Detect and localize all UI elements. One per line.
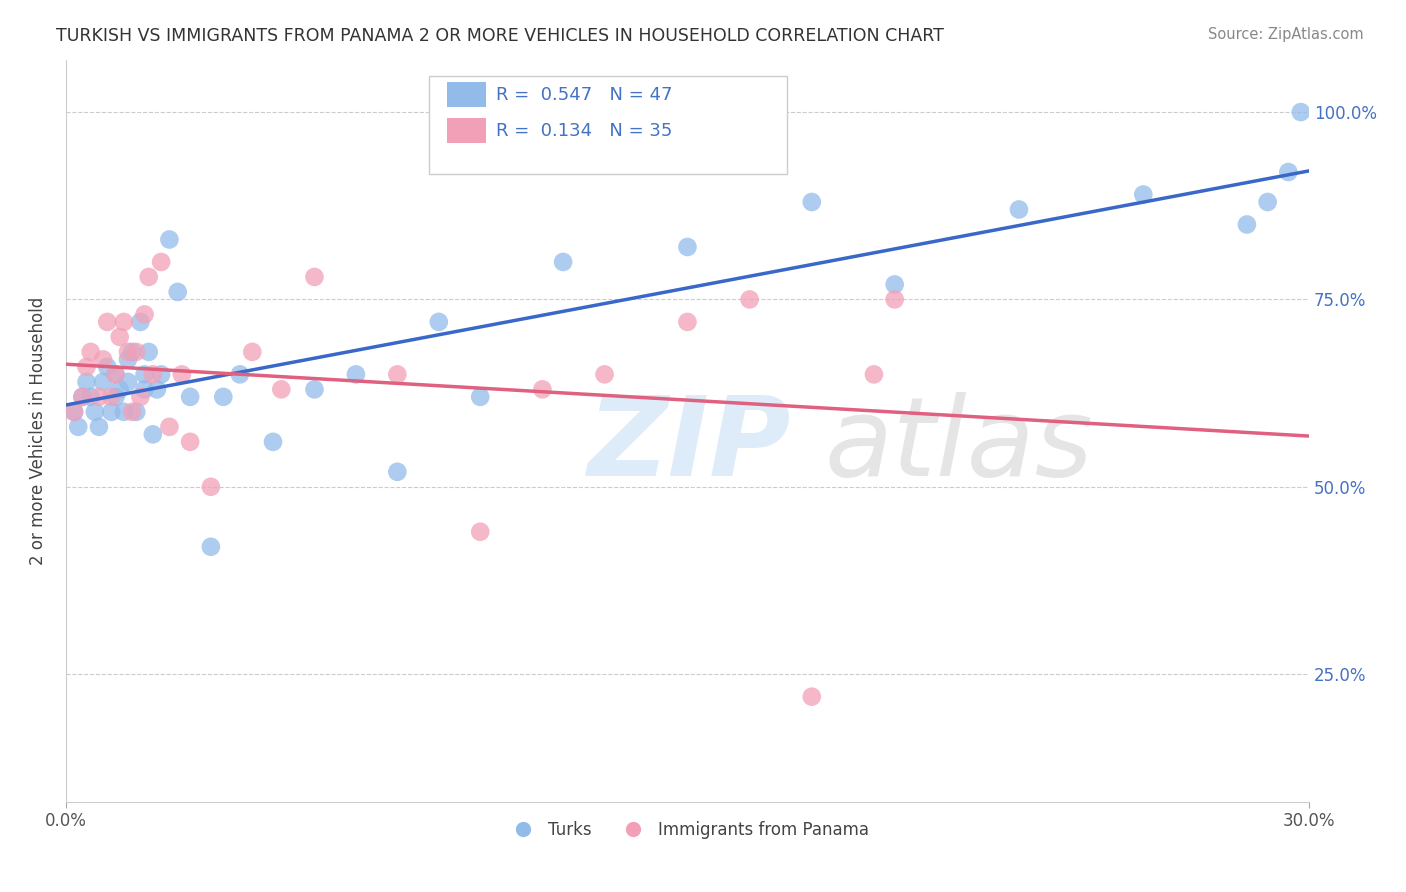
Point [883, 277, 905, 292]
Point [142, 368, 165, 382]
Y-axis label: 2 or more Vehicles in Household: 2 or more Vehicles in Household [30, 296, 46, 565]
Point [76, 375, 98, 389]
Point [593, 368, 616, 382]
Point [96, 315, 118, 329]
Point [100, 405, 122, 419]
Point [344, 368, 367, 382]
Point [1132, 187, 1154, 202]
Point [63, 405, 86, 419]
Point [531, 383, 554, 397]
Text: ZIP: ZIP [588, 392, 792, 499]
Point [166, 285, 188, 299]
Point [157, 420, 180, 434]
Point [304, 383, 326, 397]
Point [1289, 105, 1312, 120]
Point [91, 375, 114, 389]
Point [387, 465, 409, 479]
Point [121, 405, 143, 419]
Legend: Turks, Immigrants from Panama: Turks, Immigrants from Panama [499, 814, 876, 846]
Point [104, 368, 127, 382]
Text: atlas: atlas [824, 392, 1092, 499]
Point [117, 344, 139, 359]
Point [1257, 194, 1279, 209]
Text: R =  0.547   N = 47: R = 0.547 N = 47 [496, 87, 673, 104]
Point [108, 330, 131, 344]
Point [112, 315, 135, 329]
Point [67, 420, 90, 434]
Point [117, 375, 139, 389]
Point [72, 390, 94, 404]
Point [79, 390, 101, 404]
Point [200, 480, 222, 494]
Point [1236, 218, 1258, 232]
Point [76, 359, 98, 374]
Point [129, 390, 152, 404]
Point [100, 390, 122, 404]
Point [129, 315, 152, 329]
Point [676, 315, 699, 329]
Point [142, 427, 165, 442]
Point [104, 390, 127, 404]
Point [63, 405, 86, 419]
Point [108, 383, 131, 397]
Point [470, 524, 492, 539]
Point [387, 368, 409, 382]
Point [229, 368, 252, 382]
Point [1008, 202, 1031, 217]
Point [170, 368, 193, 382]
Point [262, 434, 284, 449]
Point [179, 390, 201, 404]
Point [179, 434, 201, 449]
Point [863, 368, 886, 382]
Point [134, 383, 156, 397]
Point [883, 293, 905, 307]
Point [146, 383, 169, 397]
Point [427, 315, 450, 329]
Point [112, 405, 135, 419]
Point [138, 269, 160, 284]
Point [83, 405, 105, 419]
Point [240, 344, 263, 359]
Point [96, 359, 118, 374]
Point [470, 390, 492, 404]
Point [270, 383, 292, 397]
Point [134, 307, 156, 321]
Point [738, 293, 761, 307]
Point [800, 194, 823, 209]
Point [104, 368, 127, 382]
Point [125, 405, 148, 419]
Point [553, 255, 575, 269]
Point [200, 540, 222, 554]
Point [87, 420, 110, 434]
Point [150, 368, 173, 382]
Text: TURKISH VS IMMIGRANTS FROM PANAMA 2 OR MORE VEHICLES IN HOUSEHOLD CORRELATION CH: TURKISH VS IMMIGRANTS FROM PANAMA 2 OR M… [56, 27, 943, 45]
Point [212, 390, 235, 404]
Point [91, 352, 114, 367]
Point [150, 255, 173, 269]
Point [72, 390, 94, 404]
Point [800, 690, 823, 704]
Text: R =  0.134   N = 35: R = 0.134 N = 35 [496, 122, 672, 140]
Point [117, 352, 139, 367]
Point [125, 344, 148, 359]
Point [138, 344, 160, 359]
Point [1277, 165, 1299, 179]
Point [79, 344, 101, 359]
Point [121, 344, 143, 359]
Text: Source: ZipAtlas.com: Source: ZipAtlas.com [1208, 27, 1364, 42]
Point [304, 269, 326, 284]
Point [157, 232, 180, 246]
Point [87, 390, 110, 404]
Point [134, 368, 156, 382]
Point [676, 240, 699, 254]
